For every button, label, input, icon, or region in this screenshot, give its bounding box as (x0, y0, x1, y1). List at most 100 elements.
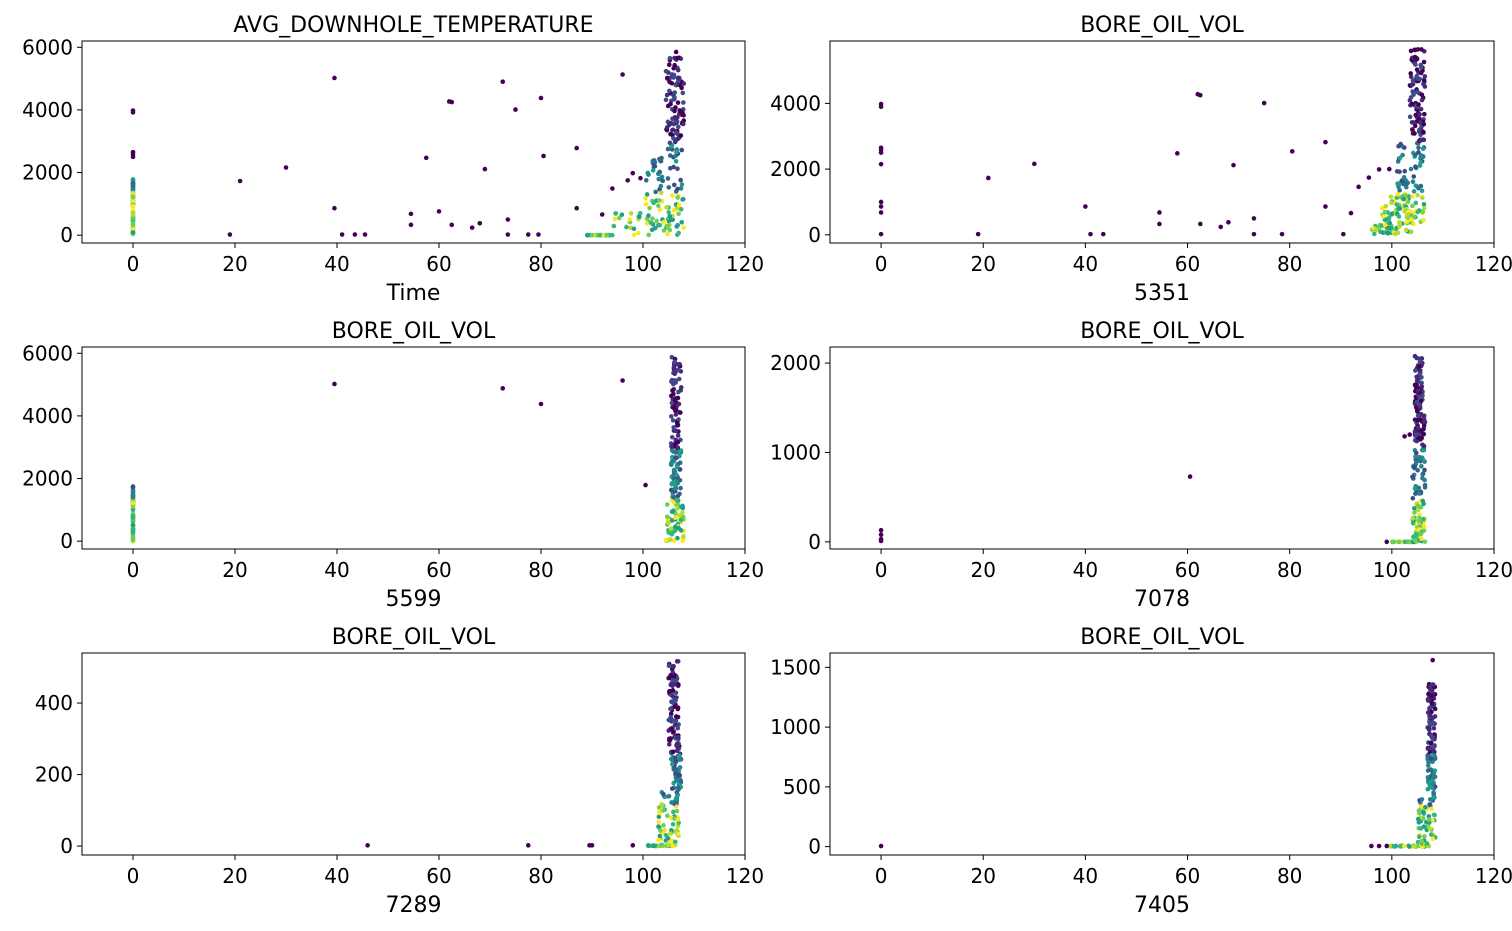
scatter-point (647, 205, 652, 211)
scatter-point (1421, 423, 1427, 428)
scatter-point (1411, 221, 1416, 227)
scatter-point (681, 100, 686, 105)
scatter-point (1431, 775, 1436, 780)
y-tick-label: 6000 (22, 35, 73, 59)
axes-frame (829, 40, 1495, 244)
scatter-point (666, 663, 672, 669)
scatter-point (878, 161, 884, 167)
scatter-point (1390, 539, 1395, 545)
scatter-point (665, 836, 671, 841)
scatter-point (332, 381, 337, 387)
scatter-point (469, 225, 475, 230)
scatter-point (1403, 193, 1408, 198)
scatter-point (667, 736, 672, 741)
scatter-point (1404, 219, 1410, 224)
scatter-point (675, 817, 681, 822)
y-tick-label: 4000 (22, 98, 73, 122)
scatter-point (1407, 114, 1413, 120)
scatter-point (1418, 183, 1424, 189)
subplot-5: BORE_OIL_VOL 0 20 40 60 80 100 120 0 200 400 7289 (35, 625, 764, 918)
scatter-point (671, 136, 676, 141)
x-tick-label: 100 (624, 558, 662, 582)
scatter-point (672, 90, 678, 95)
scatter-point (130, 180, 136, 186)
scatter-point (665, 231, 670, 237)
x-tick-label: 0 (875, 558, 888, 582)
scatter-point (1408, 166, 1414, 172)
scatter-point (659, 842, 665, 847)
scatter-point (674, 115, 679, 121)
scatter-point (676, 389, 681, 395)
scatter-point (673, 515, 678, 521)
axes-frame (81, 652, 746, 856)
scatter-point (1415, 816, 1421, 822)
x-tick-label: 40 (1073, 558, 1098, 582)
scatter-point (1407, 844, 1412, 849)
scatter-point (1416, 150, 1421, 155)
scatter-point (677, 753, 682, 759)
scatter-point (673, 49, 679, 55)
scatter-point (666, 742, 672, 747)
scatter-point (667, 140, 673, 146)
scatter-point (1412, 131, 1417, 136)
scatter-point (668, 526, 674, 531)
scatter-point (1397, 155, 1403, 161)
scatter-point (1419, 838, 1425, 844)
scatter-point (648, 220, 654, 226)
scatter-point (665, 146, 671, 152)
x-tick-label: 60 (426, 558, 451, 582)
scatter-point (130, 204, 136, 210)
scatter-point (1427, 722, 1433, 728)
scatter-point (657, 222, 663, 228)
x-tick-label: 100 (1373, 252, 1411, 276)
x-tick-label: 40 (1073, 252, 1098, 276)
scatter-point (1396, 214, 1402, 219)
scatter-point (675, 75, 681, 81)
x-tick-label: 120 (1475, 558, 1512, 582)
scatter-point (1411, 464, 1417, 470)
scatter-points (878, 657, 1438, 849)
x-axis-label: 5599 (386, 587, 442, 612)
scatter-point (878, 204, 884, 209)
scatter-point (1420, 209, 1426, 214)
scatter-point (1395, 230, 1401, 236)
scatter-point (679, 147, 685, 153)
scatter-point (1415, 413, 1421, 419)
scatter-points (130, 49, 687, 238)
scatter-point (659, 802, 665, 807)
scatter-point (669, 518, 675, 523)
scatter-point (666, 185, 672, 190)
scatter-point (673, 82, 678, 88)
scatter-point (1373, 227, 1379, 232)
scatter-point (408, 211, 414, 217)
scatter-point (1421, 443, 1427, 449)
scatter-point (1413, 457, 1419, 462)
axes-frame (81, 346, 746, 550)
scatter-point (1417, 531, 1423, 537)
scatter-point (674, 827, 680, 833)
scatter-point (672, 95, 677, 100)
scatter-point (674, 808, 680, 814)
scatter-point (656, 198, 662, 203)
scatter-point (673, 450, 679, 455)
scatter-point (673, 718, 679, 723)
x-axis-label: 7405 (1134, 893, 1190, 918)
scatter-point (644, 221, 650, 226)
scatter-point (669, 786, 675, 791)
scatter-point (1397, 187, 1402, 193)
scatter-point (283, 165, 289, 170)
y-tick-label: 1000 (770, 715, 821, 739)
scatter-point (665, 519, 671, 525)
scatter-point (658, 183, 664, 189)
scatter-point (1414, 73, 1420, 79)
scatter-point (625, 178, 630, 183)
scatter-point (674, 659, 680, 664)
scatter-point (1032, 161, 1037, 167)
scatter-point (671, 365, 677, 371)
scatter-point (680, 111, 685, 116)
scatter-point (1380, 214, 1386, 219)
scatter-point (1411, 174, 1417, 179)
scatter-point (130, 537, 136, 542)
scatter-point (656, 814, 662, 820)
scatter-point (671, 664, 676, 669)
